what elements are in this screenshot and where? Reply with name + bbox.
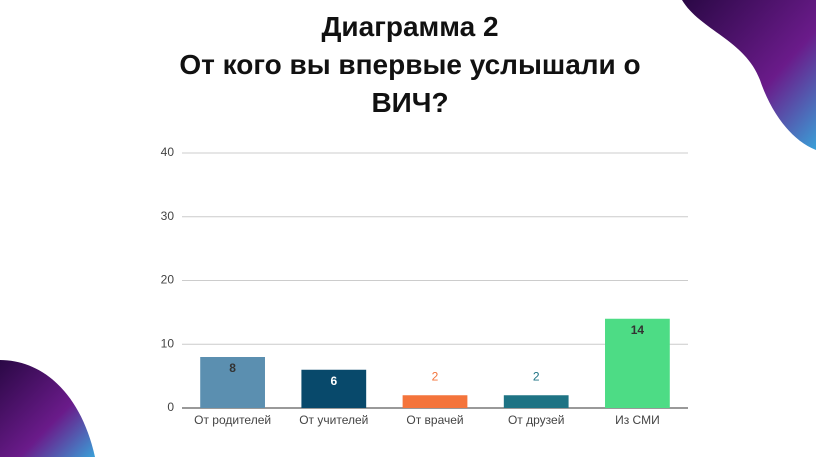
x-tick-label: От родителей [194, 413, 271, 427]
bar [605, 318, 670, 408]
bar [200, 357, 265, 408]
decoration [0, 360, 95, 457]
x-tick-label: От учителей [299, 413, 368, 427]
y-tick-label: 10 [161, 336, 175, 350]
y-tick-label: 40 [161, 145, 175, 159]
bar [402, 395, 468, 408]
data-label: 6 [330, 374, 337, 388]
y-tick-label: 0 [167, 400, 174, 414]
bar [301, 369, 367, 408]
y-tick-label: 30 [161, 209, 175, 223]
data-label: 14 [631, 323, 645, 337]
chart-subtitle: От кого вы впервые услышали о ВИЧ? [179, 49, 641, 118]
x-tick-label: От друзей [508, 413, 564, 427]
data-label: 2 [533, 369, 540, 383]
decoration [682, 0, 816, 150]
y-tick-label: 20 [161, 273, 175, 287]
data-label: 2 [432, 369, 439, 383]
data-label: 8 [229, 361, 236, 375]
x-tick-label: От врачей [406, 413, 463, 427]
x-tick-label: Из СМИ [615, 413, 660, 427]
bar [503, 395, 569, 408]
title-block: Диаграмма 2 От кого вы впервые услышали … [140, 8, 680, 122]
chart-title: Диаграмма 2 [321, 11, 499, 42]
